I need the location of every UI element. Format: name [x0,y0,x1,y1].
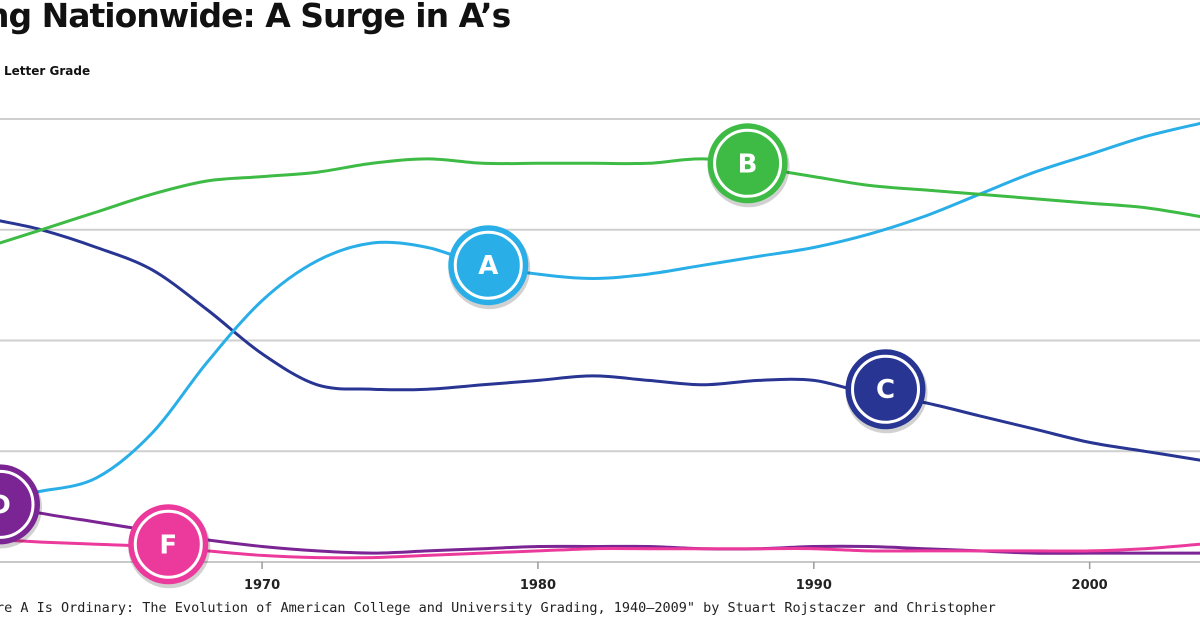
marker-label: A [478,251,498,281]
marker-b: B [707,123,790,208]
marker-ring [448,225,529,306]
grid-lines [0,118,1200,453]
marker-ring [0,464,40,545]
series-line-a [0,121,1200,498]
x-tick-label-2000: 2000 [1072,578,1108,593]
marker-inner-ring [453,230,523,300]
marker-label: C [876,375,895,405]
series-line-c [0,219,1200,462]
x-tick-label-1990: 1990 [796,578,832,593]
marker-ring [128,504,209,585]
marker-ring [707,123,788,204]
source-note: re A Is Ordinary: The Evolution of Ameri… [0,600,996,616]
marker-d: D [0,464,42,549]
marker-label: F [159,530,177,560]
marker-c: C [845,349,928,434]
chart-subtitle: Letter Grade [4,64,91,78]
marker-f: F [128,504,211,589]
marker-inner-ring [133,509,203,579]
marker-inner-ring [851,354,921,424]
marker-a: A [448,225,531,310]
chart-title: ng Nationwide: A Surge in A’s [0,0,511,35]
series-line-b [0,157,1200,245]
marker-label: B [738,149,758,179]
series-markers: A B C D F [0,123,928,589]
marker-inner-ring [713,128,783,198]
x-tick-label-1980: 1980 [520,578,556,593]
marker-label: D [0,490,11,520]
marker-inner-ring [0,469,35,539]
x-tick-label-1970: 1970 [244,578,280,593]
marker-ring [845,349,926,430]
